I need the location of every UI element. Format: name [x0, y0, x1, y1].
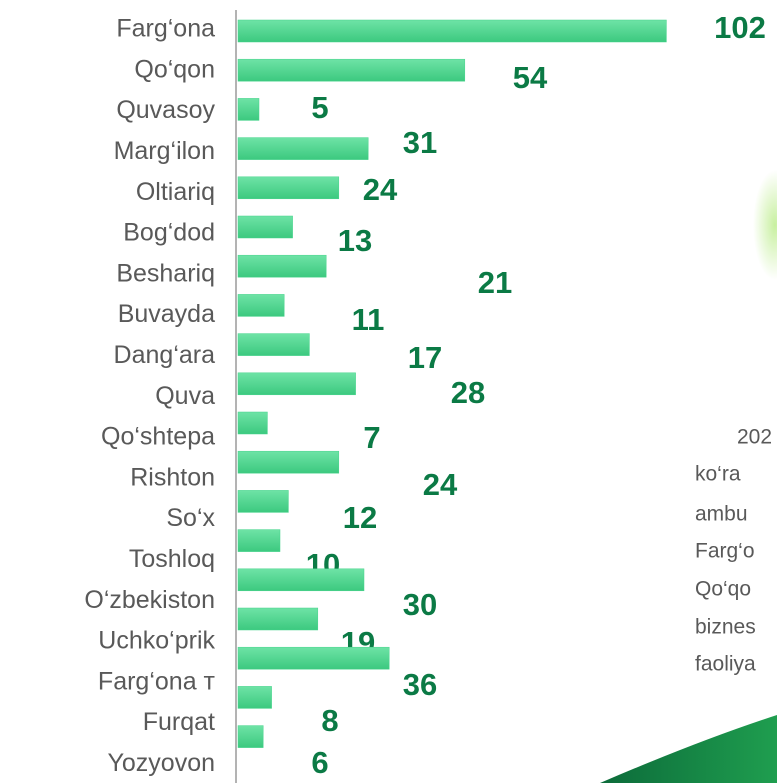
- bar: [238, 608, 318, 630]
- annotation: ko‘ra: [695, 463, 741, 486]
- bar: [238, 451, 339, 473]
- bar: [238, 686, 272, 708]
- category-label: Buvayda: [118, 300, 215, 328]
- decoration: [600, 715, 777, 783]
- bar: [238, 138, 368, 160]
- bar: [238, 177, 339, 199]
- bar: [238, 726, 263, 748]
- category-label: Uchko‘prik: [98, 627, 215, 655]
- annotation: ambu: [695, 503, 748, 526]
- decoration: [753, 170, 777, 280]
- category-label: Bog‘dod: [123, 219, 215, 247]
- category-label: Marg‘ilon: [114, 137, 215, 165]
- bar: [238, 98, 259, 120]
- category-label: Rishton: [130, 463, 215, 491]
- annotation: biznes: [695, 616, 756, 639]
- bar: [238, 255, 326, 277]
- value-label: 11: [352, 302, 385, 337]
- annotation: 202: [737, 426, 772, 449]
- category-label: O‘zbekiston: [84, 586, 215, 614]
- chart: Farg‘ona Qo‘qon Quvasoy Marg‘ilon Oltiariq Bo…: [0, 0, 777, 783]
- category-label: Dang‘ara: [114, 341, 216, 369]
- value-label: 24: [423, 467, 458, 502]
- value-label: 21: [478, 265, 512, 300]
- value-label: 6: [311, 745, 328, 780]
- value-label: 7: [363, 420, 380, 455]
- bar: [238, 20, 666, 42]
- bar: [238, 373, 356, 395]
- category-label: Furqat: [143, 708, 215, 736]
- category-label: Qo‘qon: [134, 55, 215, 83]
- bar: [238, 530, 280, 552]
- value-label: 54: [513, 60, 548, 95]
- value-label: 36: [403, 667, 437, 702]
- value-label: 31: [403, 125, 437, 160]
- value-label: 12: [343, 500, 377, 535]
- bar: [238, 647, 389, 669]
- bar: [238, 412, 267, 434]
- bar: [238, 294, 284, 316]
- value-label: 28: [451, 375, 485, 410]
- bar: [238, 216, 293, 238]
- bar: [238, 490, 288, 512]
- category-label: So‘x: [166, 504, 215, 532]
- bar: [238, 569, 364, 591]
- category-label: Farg‘ona: [116, 15, 215, 43]
- category-label: Beshariq: [116, 259, 215, 287]
- page: Farg‘ona Qo‘qon Quvasoy Marg‘ilon Oltiariq Bo…: [0, 0, 777, 783]
- category-label: Quva: [155, 382, 215, 410]
- category-label: Toshloq: [129, 545, 215, 573]
- value-label: 8: [321, 703, 338, 738]
- category-label: Qo‘shtepa: [101, 423, 215, 451]
- category-label: Oltiariq: [136, 178, 215, 206]
- value-label: 5: [311, 90, 328, 125]
- value-label: 24: [363, 172, 398, 207]
- category-label: Yozyovon: [108, 749, 216, 777]
- annotation: faoliya: [695, 653, 756, 676]
- bar: [238, 59, 465, 81]
- value-label: 13: [338, 223, 372, 258]
- value-label: 102: [714, 10, 766, 45]
- annotation: Qo‘qo: [695, 578, 751, 601]
- category-label: Farg‘ona т: [98, 667, 216, 695]
- category-label: Quvasoy: [116, 96, 215, 124]
- annotation: Farg‘o: [695, 540, 755, 563]
- value-label: 30: [403, 587, 437, 622]
- value-label: 17: [408, 340, 442, 375]
- bar: [238, 334, 309, 356]
